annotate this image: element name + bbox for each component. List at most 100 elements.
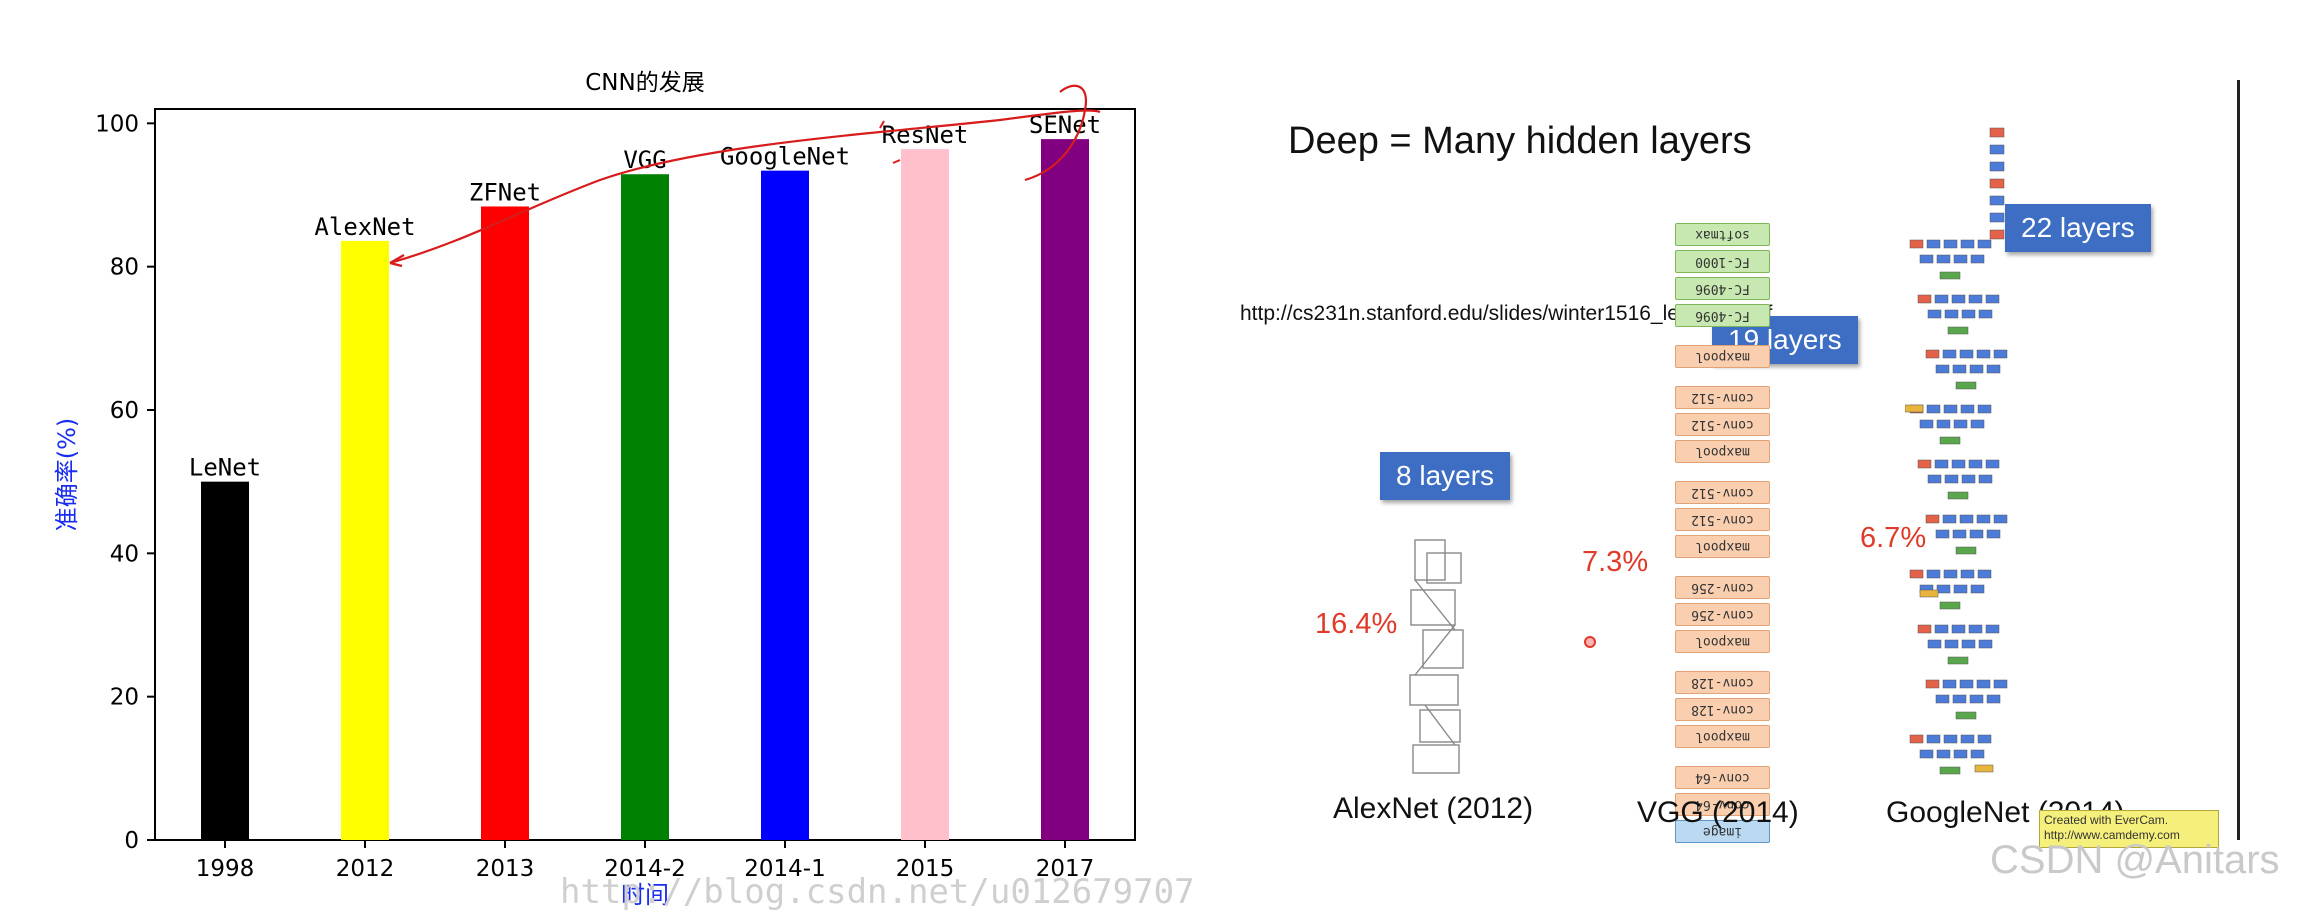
evercam-line2: http://www.camdemy.com (2044, 828, 2180, 842)
googlenet-block (1976, 514, 1991, 524)
googlenet-block (1944, 474, 1959, 484)
googlenet-block (1985, 294, 2000, 304)
vgg-layer-block: maxpool (1675, 725, 1770, 748)
googlenet-block (1943, 734, 1958, 744)
googlenet-block (1960, 569, 1975, 579)
googlenet-block (1919, 419, 1934, 429)
y-tick-label: 0 (124, 828, 139, 854)
googlenet-aux-block (1905, 404, 1924, 413)
bar-label: ZFNet (469, 178, 541, 206)
googlenet-block (1934, 624, 1949, 634)
googlenet-block (1986, 364, 2001, 374)
googlenet-block (1934, 294, 1949, 304)
googlenet-block (1944, 639, 1959, 649)
slide-border (2237, 80, 2240, 840)
vgg-layer-block: conv-128 (1675, 698, 1770, 721)
x-tick-label: 2014-1 (744, 856, 825, 882)
googlenet-block (1943, 239, 1958, 249)
googlenet-block (1947, 656, 1969, 665)
googlenet-block (1926, 239, 1941, 249)
vgg-layer-block: conv-256 (1675, 576, 1770, 599)
x-tick-label: 2013 (476, 856, 535, 882)
googlenet-block (1969, 694, 1984, 704)
googlenet-block (1955, 546, 1977, 555)
bar-senet (1041, 139, 1089, 841)
googlenet-block (1970, 419, 1985, 429)
vgg-layer-block: conv-128 (1675, 671, 1770, 694)
googlenet-block (1993, 349, 2008, 359)
annotation-tick (879, 120, 901, 164)
vgg-layer-block: FC-4096 (1675, 277, 1770, 300)
googlenet-block (1936, 254, 1951, 264)
googlenet-block (1934, 459, 1949, 469)
googlenet-block (1977, 569, 1992, 579)
vgg-gap (1675, 372, 1770, 386)
googlenet-block (1970, 254, 1985, 264)
vgg-layer-block: softmax (1675, 223, 1770, 246)
bar-resnet (901, 149, 949, 841)
googlenet-block (1917, 459, 1932, 469)
evercam-line1: Created with EverCam. (2044, 813, 2169, 827)
googlenet-block (1985, 624, 2000, 634)
googlenet-block (1927, 309, 1942, 319)
googlenet-block (1925, 679, 1940, 689)
y-tick-label: 100 (95, 111, 139, 137)
googlenet-block (1936, 749, 1951, 759)
googlenet-block (1969, 364, 1984, 374)
googlenet-block (1976, 679, 1991, 689)
googlenet-block (1942, 349, 1957, 359)
vgg-layer-block: maxpool (1675, 535, 1770, 558)
googlenet-block (1968, 624, 1983, 634)
googlenet-block (1944, 309, 1959, 319)
googlenet-block (1961, 474, 1976, 484)
googlenet-block (1989, 127, 2005, 138)
googlenet-block (1939, 766, 1961, 775)
googlenet-block (1986, 694, 2001, 704)
vgg-gap (1675, 657, 1770, 671)
x-axis-label: 时间 (621, 881, 669, 907)
googlenet-aux-block (1974, 764, 1994, 773)
vgg-layer-block: maxpool (1675, 630, 1770, 653)
blog-watermark: http://blog.csdn.net/u012679707 (560, 872, 1195, 912)
googlenet-block (1989, 178, 2005, 189)
googlenet-block (1952, 694, 1967, 704)
bar-lenet (201, 481, 249, 840)
googlenet-block (1978, 639, 1993, 649)
y-tick-label: 40 (110, 541, 139, 567)
googlenet-block (1978, 309, 1993, 319)
googlenet-block (1926, 404, 1941, 414)
googlenet-block (1989, 212, 2005, 223)
vgg-caption: VGG (2014) (1637, 796, 1799, 829)
googlenet-block (1977, 404, 1992, 414)
googlenet-block (1968, 459, 1983, 469)
googlenet-block (1961, 309, 1976, 319)
vgg-diagram: softmax FC-1000 FC-4096 FC-4096 maxpool conv-… (1675, 223, 1770, 847)
googlenet-block (1942, 679, 1957, 689)
googlenet-block (1959, 349, 1974, 359)
googlenet-block (1936, 584, 1951, 594)
googlenet-block (1927, 474, 1942, 484)
googlenet-block (1993, 679, 2008, 689)
y-tick-label: 80 (110, 255, 139, 281)
y-tick-label: 20 (110, 685, 139, 711)
plot-area: CNN的发展 0 20 40 60 80 100 准确率(%) 1998 LeNet 2012 Ale… (53, 70, 1136, 907)
googlenet-block (1968, 294, 1983, 304)
googlenet-block (1909, 239, 1924, 249)
googlenet-block (1970, 584, 1985, 594)
bar-label: LeNet (189, 454, 261, 482)
googlenet-block (1955, 711, 1977, 720)
googlenet-block (1947, 491, 1969, 500)
googlenet-block (1936, 419, 1951, 429)
googlenet-block (1919, 254, 1934, 264)
googlenet-block (1926, 734, 1941, 744)
alexnet-error: 16.4% (1315, 608, 1398, 640)
googlenet-block (1978, 474, 1993, 484)
vgg-layer-block: conv-512 (1675, 386, 1770, 409)
googlenet-block (1953, 749, 1968, 759)
googlenet-block (1977, 734, 1992, 744)
bar-vgg (621, 174, 669, 840)
vgg-layer-block: conv-512 (1675, 481, 1770, 504)
vgg-gap (1675, 331, 1770, 345)
chart-title: CNN的发展 (585, 70, 704, 96)
